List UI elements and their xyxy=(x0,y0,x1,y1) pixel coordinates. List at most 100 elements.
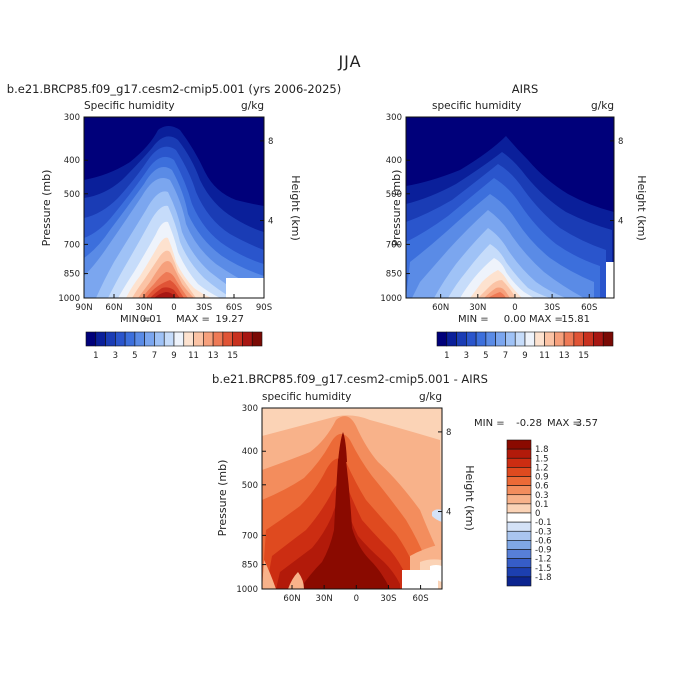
panel-model-colorbar-label: 15 xyxy=(227,351,238,361)
panel-airs-colorbar-swatch xyxy=(554,331,565,347)
panel-diff-colorbar-label: -0.3 xyxy=(535,527,552,537)
panel-diff-colorbar-swatch xyxy=(506,530,532,541)
panel-model-colorbar-label: 7 xyxy=(152,351,157,361)
panel-diff-x-tick-label: 60S xyxy=(412,594,428,604)
panel-diff-colorbar-swatch xyxy=(506,567,532,578)
panel-airs-min-label: MIN = xyxy=(458,314,489,325)
panel-model-colorbar-label: 3 xyxy=(113,351,118,361)
panel-diff-colorbar-swatch xyxy=(506,512,532,523)
panel-airs-ylabel: Pressure (mb) xyxy=(390,170,403,247)
panel-model-colorbar-swatch xyxy=(193,331,204,347)
panel-model-subtitle: Specific humidity xyxy=(84,100,175,112)
panel-airs-max-value: 15.81 xyxy=(561,314,590,325)
panel-model-colorbar-swatch xyxy=(95,331,106,347)
panel-airs-colorbar-swatch xyxy=(456,331,467,347)
panel-diff-x-tick-label: 60N xyxy=(283,594,300,604)
panel-airs-colorbar-swatch xyxy=(495,331,506,347)
panel-diff-height-tick-label: 8 xyxy=(446,428,451,438)
panel-model-y-tick-label: 1000 xyxy=(58,294,80,304)
panel-diff-colorbar-swatch xyxy=(506,558,532,569)
panel-model-y-axis: 300 400 500 700 850 1000 xyxy=(58,113,88,304)
panel-model-y-tick-label: 300 xyxy=(64,113,80,123)
panel-diff-colorbar-swatch xyxy=(506,521,532,532)
panel-model-max-label: MAX = xyxy=(176,314,210,325)
panel-airs-colorbar-label: 5 xyxy=(483,351,488,361)
panel-model-x-tick-label: 0 xyxy=(171,303,176,313)
panel-model-x-tick-label: 30N xyxy=(135,303,152,313)
panel-airs-colorbar-swatch xyxy=(436,331,448,347)
panel-airs-colorbar-swatch xyxy=(563,331,575,347)
panel-airs-y-tick-label: 300 xyxy=(386,113,402,123)
panel-diff-colorbar-swatch xyxy=(506,576,532,587)
panel-diff-colorbar-label: -1.5 xyxy=(535,564,552,574)
panel-airs-colorbar-swatch xyxy=(602,331,614,347)
panel-airs-units: g/kg xyxy=(591,100,614,112)
panel-model-colorbar-swatch xyxy=(124,331,136,347)
panel-airs-colorbar-swatch xyxy=(505,331,516,347)
panel-model-colorbar-swatch xyxy=(242,331,253,347)
panel-model-ylabel-right: Height (km) xyxy=(289,175,302,241)
panel-airs-height-tick-label: 4 xyxy=(618,217,623,227)
panel-model-height-tick-label: 8 xyxy=(268,137,273,147)
panel-model-max-value: 19.27 xyxy=(215,314,244,325)
panel-diff-ylabel-right: Height (km) xyxy=(463,465,476,531)
panel-airs-y-tick-label: 850 xyxy=(386,270,402,280)
panel-diff-height-tick-label: 4 xyxy=(446,508,451,518)
panel-diff-max-label: MAX = xyxy=(547,418,581,429)
panel-airs-colorbar-swatch xyxy=(446,331,457,347)
panel-airs-y-tick-label: 500 xyxy=(386,190,402,200)
panel-model-colorbar-swatch xyxy=(203,331,214,347)
panel-model-colorbar-swatch xyxy=(173,331,185,347)
panel-diff-colorbar-swatch xyxy=(506,549,532,559)
panel-diff-colorbar-label: 0.1 xyxy=(535,500,549,510)
panel-airs-y-tick-label: 400 xyxy=(386,156,402,166)
panel-diff-y-tick-label: 850 xyxy=(242,561,258,571)
panel-airs-colorbar-label: 7 xyxy=(503,351,508,361)
panel-airs-contours xyxy=(406,117,614,298)
panel-airs-y-tick-label: 700 xyxy=(386,240,402,250)
panel-airs-colorbar-swatch xyxy=(573,331,584,347)
panel-model-colorbar-swatch xyxy=(85,331,97,347)
panel-airs-colorbar-label: 13 xyxy=(559,351,570,361)
panel-airs-colorbar-swatch xyxy=(475,331,487,347)
panel-model-colorbar-label: 13 xyxy=(208,351,219,361)
panel-diff-y-tick-label: 400 xyxy=(242,447,258,457)
panel-model: b.e21.BRCP85.f09_g17.cesm2-cmip5.001 (yr… xyxy=(7,82,341,361)
panel-airs-colorbar-label: 3 xyxy=(464,351,469,361)
panel-model-colorbar-swatch xyxy=(232,331,243,347)
panel-model-x-tick-label: 60N xyxy=(105,303,122,313)
panel-airs-colorbar-swatch xyxy=(583,331,594,347)
panel-airs-title: AIRS xyxy=(512,82,539,96)
panel-diff-max-value: 3.57 xyxy=(576,418,598,429)
panel-diff-colorbar-swatch xyxy=(506,503,532,514)
panel-model-y-tick-label: 850 xyxy=(64,270,80,280)
panel-airs-x-tick-label: 60N xyxy=(432,303,449,313)
panel-diff-colorbar-swatch xyxy=(506,540,532,550)
page-title: JJA xyxy=(338,52,362,71)
panel-diff-colorbar-swatch xyxy=(506,439,532,450)
panel-diff-colorbar-label: -1.8 xyxy=(535,573,552,583)
panel-diff-y-axis: 300 400 500 700 850 1000 xyxy=(236,404,266,595)
panel-diff-colorbar-label: -0.6 xyxy=(535,536,552,546)
panel-model-ylabel: Pressure (mb) xyxy=(40,170,53,247)
panel-airs-colorbar-label: 11 xyxy=(539,351,550,361)
panel-airs-max-label: MAX = xyxy=(529,314,563,325)
panel-airs-y-axis: 300 400 500 700 850 1000 xyxy=(380,113,410,304)
panel-diff-colorbar-swatch xyxy=(506,457,532,468)
panel-model-colorbar-swatch xyxy=(115,331,126,347)
panel-model-min-value: 0.01 xyxy=(140,314,162,325)
panel-model-colorbar-swatch xyxy=(251,331,263,347)
panel-diff-y-tick-label: 700 xyxy=(242,531,258,541)
panel-airs: AIRS specific humidity g/kg 300400500700… xyxy=(380,82,648,361)
panel-airs-colorbar-label: 1 xyxy=(444,351,449,361)
panel-airs-colorbar-swatch xyxy=(514,331,526,347)
panel-model-colorbar-label: 11 xyxy=(188,351,199,361)
panel-airs-colorbar-swatch xyxy=(593,331,604,347)
panel-model-colorbar-swatch xyxy=(183,331,194,347)
panel-airs-x-tick-label: 30S xyxy=(544,303,560,313)
panel-model-height-axis: 84 xyxy=(260,137,273,227)
panel-diff-colorbar-label: 1.5 xyxy=(535,454,549,464)
panel-model-colorbar-swatch xyxy=(144,331,155,347)
panel-diff-colorbar-label: 0.3 xyxy=(535,491,549,501)
